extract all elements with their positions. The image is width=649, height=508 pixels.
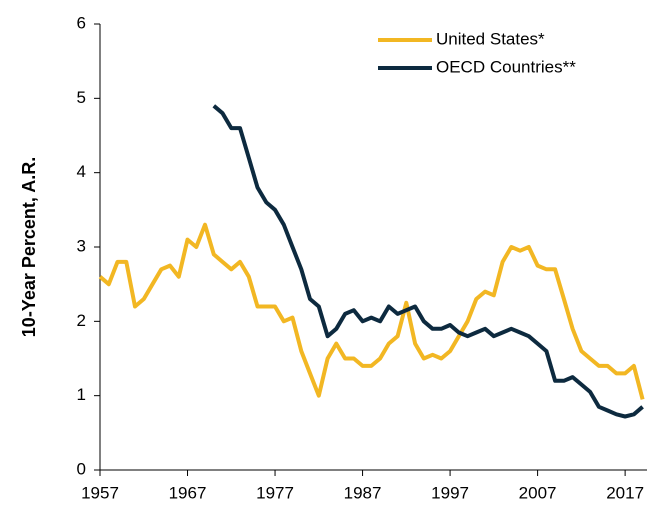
y-tick-label: 1 bbox=[77, 385, 86, 404]
x-tick-label: 2007 bbox=[519, 483, 557, 502]
legend-label: United States* bbox=[436, 29, 545, 48]
y-tick-label: 2 bbox=[77, 311, 86, 330]
x-tick-label: 1997 bbox=[431, 483, 469, 502]
series-line bbox=[98, 222, 645, 400]
y-tick-label: 6 bbox=[77, 13, 86, 32]
y-tick-label: 0 bbox=[77, 459, 86, 478]
y-tick-label: 5 bbox=[77, 88, 86, 107]
y-tick-label: 4 bbox=[77, 162, 86, 181]
x-tick-label: 1957 bbox=[81, 483, 119, 502]
legend-label: OECD Countries** bbox=[436, 57, 576, 76]
series-line bbox=[212, 104, 644, 419]
x-tick-label: 1977 bbox=[256, 483, 294, 502]
x-tick-label: 1967 bbox=[169, 483, 207, 502]
x-tick-label: 2017 bbox=[606, 483, 644, 502]
y-axis-label: 10-Year Percent, A.R. bbox=[19, 157, 39, 337]
y-tick-label: 3 bbox=[77, 236, 86, 255]
x-tick-label: 1987 bbox=[344, 483, 382, 502]
